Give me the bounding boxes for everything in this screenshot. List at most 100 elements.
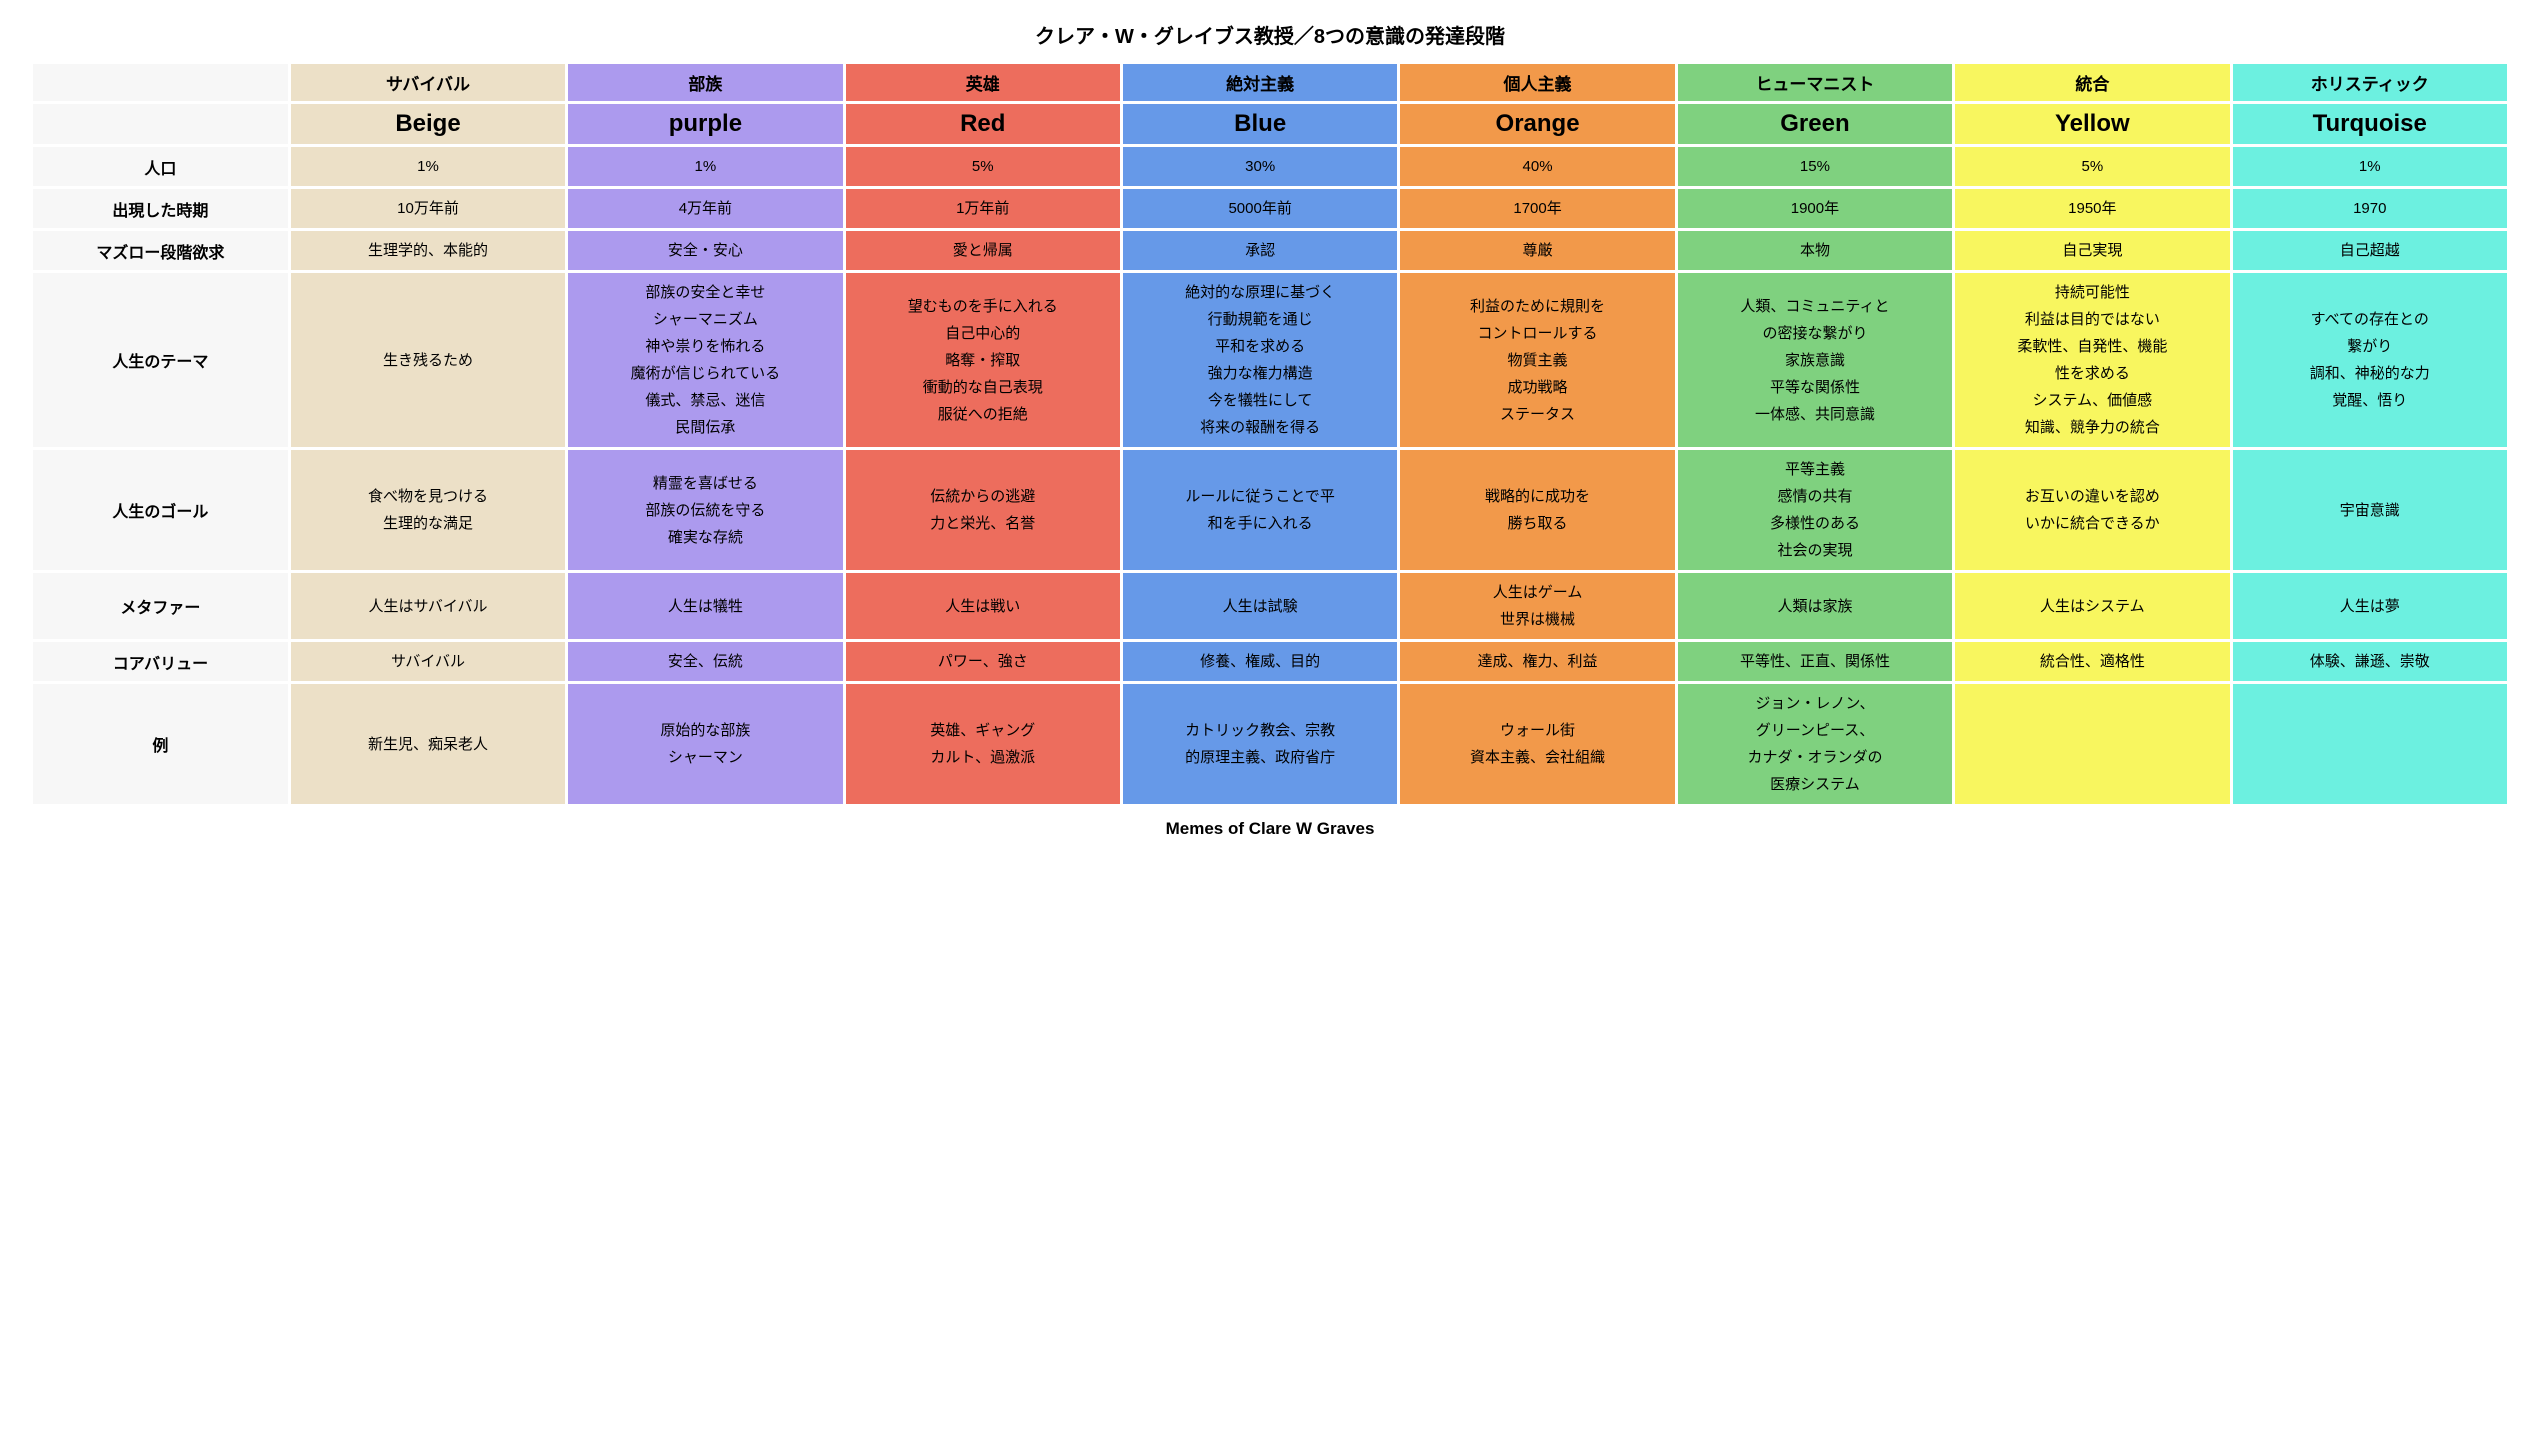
column-header: 個人主義 — [1400, 64, 1674, 101]
data-cell: 平等主義感情の共有多様性のある社会の実現 — [1678, 450, 1952, 570]
data-cell: 自己超越 — [2233, 231, 2507, 270]
cell-line: 30% — [1127, 153, 1393, 180]
cell-line: 1700年 — [1404, 195, 1670, 222]
cell-line: 安全・安心 — [572, 237, 838, 264]
row-label: マズロー段階欲求 — [33, 231, 288, 270]
cell-line: カナダ・オランダの — [1682, 744, 1948, 771]
cell-line: 物質主義 — [1404, 347, 1670, 374]
cell-line: 1970 — [2237, 195, 2503, 222]
cell-line: 15% — [1682, 153, 1948, 180]
data-cell: 愛と帰属 — [846, 231, 1120, 270]
data-cell: 人生はサバイバル — [291, 573, 565, 639]
cell-line: 尊厳 — [1404, 237, 1670, 264]
cell-line: 一体感、共同意識 — [1682, 401, 1948, 428]
footer-caption: Memes of Clare W Graves — [30, 819, 2510, 839]
cell-line: 英雄、ギャング — [850, 717, 1116, 744]
cell-line: 生理学的、本能的 — [295, 237, 561, 264]
cell-line: カトリック教会、宗教 — [1127, 717, 1393, 744]
data-cell: 1950年 — [1955, 189, 2229, 228]
data-cell: 5% — [1955, 147, 2229, 186]
cell-line: 平等主義 — [1682, 456, 1948, 483]
cell-line: ステータス — [1404, 401, 1670, 428]
cell-line: 自己実現 — [1959, 237, 2225, 264]
cell-line: 世界は機械 — [1404, 606, 1670, 633]
column-color-name: Orange — [1400, 104, 1674, 144]
page-title: クレア・W・グレイブス教授／8つの意識の発達段階 — [30, 20, 2510, 49]
data-cell: 人生はシステム — [1955, 573, 2229, 639]
column-color-name: Beige — [291, 104, 565, 144]
cell-line: 略奪・搾取 — [850, 347, 1116, 374]
cell-line: 部族の伝統を守る — [572, 497, 838, 524]
cell-line: 達成、権力、利益 — [1404, 648, 1670, 675]
cell-line: 人類、コミュニティと — [1682, 293, 1948, 320]
data-cell: パワー、強さ — [846, 642, 1120, 681]
cell-line: 5% — [850, 153, 1116, 180]
cell-line: 平等性、正直、関係性 — [1682, 648, 1948, 675]
data-cell: 人類は家族 — [1678, 573, 1952, 639]
column-header: サバイバル — [291, 64, 565, 101]
cell-line: 精霊を喜ばせる — [572, 470, 838, 497]
cell-line: 人類は家族 — [1682, 593, 1948, 620]
column-color-name: Yellow — [1955, 104, 2229, 144]
cell-line: 柔軟性、自発性、機能 — [1959, 333, 2225, 360]
column-header: 絶対主義 — [1123, 64, 1397, 101]
cell-line: 5% — [1959, 153, 2225, 180]
data-cell: 原始的な部族シャーマン — [568, 684, 842, 804]
data-cell: お互いの違いを認めいかに統合できるか — [1955, 450, 2229, 570]
data-cell: 承認 — [1123, 231, 1397, 270]
cell-line: 部族の安全と幸せ — [572, 279, 838, 306]
cell-line: 持続可能性 — [1959, 279, 2225, 306]
data-cell: サバイバル — [291, 642, 565, 681]
cell-line: 生き残るため — [295, 347, 561, 374]
column-header: 統合 — [1955, 64, 2229, 101]
cell-line: の密接な繋がり — [1682, 320, 1948, 347]
data-cell: 1900年 — [1678, 189, 1952, 228]
column-header: ホリスティック — [2233, 64, 2507, 101]
cell-line: 儀式、禁忌、迷信 — [572, 387, 838, 414]
cell-line: 10万年前 — [295, 195, 561, 222]
data-cell: 達成、権力、利益 — [1400, 642, 1674, 681]
data-cell: ウォール街資本主義、会社組織 — [1400, 684, 1674, 804]
data-cell: 5% — [846, 147, 1120, 186]
data-cell: 体験、謙遜、崇敬 — [2233, 642, 2507, 681]
cell-line: 調和、神秘的な力 — [2237, 360, 2503, 387]
cell-line: 修養、権威、目的 — [1127, 648, 1393, 675]
cell-line: 利益は目的ではない — [1959, 306, 2225, 333]
data-cell: 10万年前 — [291, 189, 565, 228]
data-cell: 修養、権威、目的 — [1123, 642, 1397, 681]
cell-line: 40% — [1404, 153, 1670, 180]
row-label: コアバリュー — [33, 642, 288, 681]
data-cell: 利益のために規則をコントロールする物質主義成功戦略ステータス — [1400, 273, 1674, 447]
cell-line: 強力な権力構造 — [1127, 360, 1393, 387]
cell-line: 絶対的な原理に基づく — [1127, 279, 1393, 306]
cell-line: 食べ物を見つける — [295, 483, 561, 510]
cell-line: 医療システム — [1682, 771, 1948, 798]
data-cell: 生き残るため — [291, 273, 565, 447]
data-cell: 1970 — [2233, 189, 2507, 228]
cell-line: 確実な存続 — [572, 524, 838, 551]
data-cell: 尊厳 — [1400, 231, 1674, 270]
column-color-name: Turquoise — [2233, 104, 2507, 144]
cell-line: 統合性、適格性 — [1959, 648, 2225, 675]
cell-line: 4万年前 — [572, 195, 838, 222]
cell-line: 人生はサバイバル — [295, 593, 561, 620]
data-cell: 人生は試験 — [1123, 573, 1397, 639]
cell-line: 1% — [2237, 153, 2503, 180]
column-color-name: Red — [846, 104, 1120, 144]
cell-line: 繋がり — [2237, 333, 2503, 360]
data-cell: 4万年前 — [568, 189, 842, 228]
cell-line: 感情の共有 — [1682, 483, 1948, 510]
cell-line: 承認 — [1127, 237, 1393, 264]
data-cell: すべての存在との繋がり調和、神秘的な力覚醒、悟り — [2233, 273, 2507, 447]
data-cell: 食べ物を見つける生理的な満足 — [291, 450, 565, 570]
cell-line: ジョン・レノン、 — [1682, 690, 1948, 717]
data-cell: 精霊を喜ばせる部族の伝統を守る確実な存続 — [568, 450, 842, 570]
column-color-name: purple — [568, 104, 842, 144]
cell-line: 望むものを手に入れる — [850, 293, 1116, 320]
cell-line: コントロールする — [1404, 320, 1670, 347]
cell-line: 人生はシステム — [1959, 593, 2225, 620]
data-cell: 平等性、正直、関係性 — [1678, 642, 1952, 681]
cell-line: サバイバル — [295, 648, 561, 675]
data-cell: 1% — [2233, 147, 2507, 186]
data-cell: 1% — [291, 147, 565, 186]
